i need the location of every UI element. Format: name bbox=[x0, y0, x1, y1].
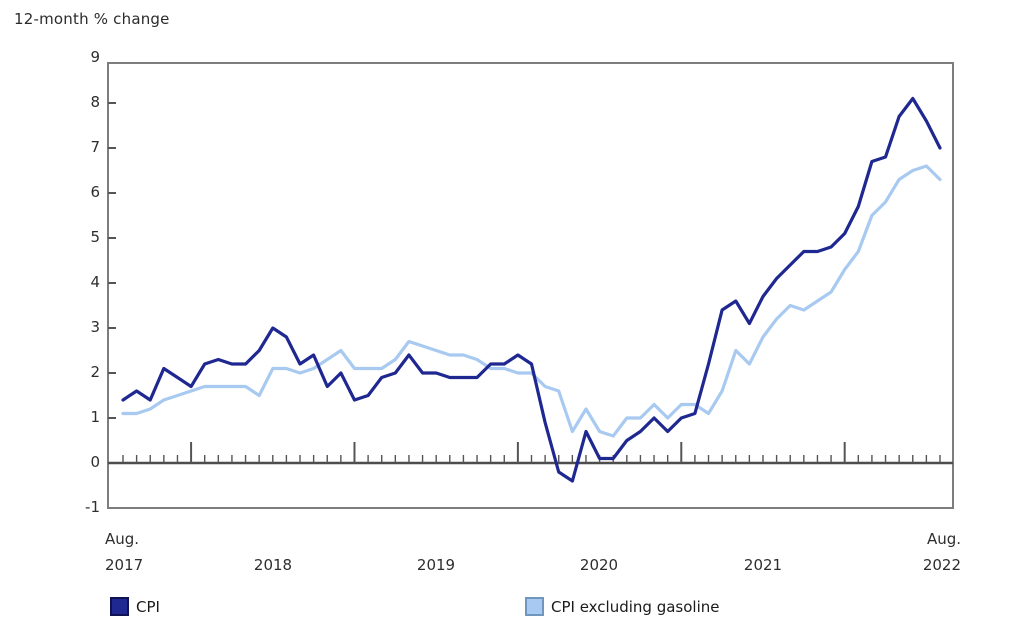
cpi-line bbox=[121, 96, 942, 483]
x-year-label: 2019 bbox=[416, 556, 456, 574]
y-tick-label: 7 bbox=[90, 138, 100, 156]
y-tick-label: 9 bbox=[90, 48, 100, 66]
y-tick-label: -1 bbox=[85, 498, 100, 516]
x-start-label-month: Aug. bbox=[105, 530, 140, 548]
cpi-swatch bbox=[110, 597, 129, 616]
cpi-excluding-gasoline-legend-label: CPI excluding gasoline bbox=[551, 597, 720, 616]
x-year-label: 2021 bbox=[743, 556, 783, 574]
legend: CPI CPI excluding gasoline bbox=[0, 595, 1024, 619]
x-year-label: 2018 bbox=[253, 556, 293, 574]
y-tick-label: 8 bbox=[90, 93, 100, 111]
legend-item-cpi-excluding-gasoline: CPI excluding gasoline bbox=[525, 597, 719, 616]
plot-frame bbox=[107, 62, 954, 509]
x-year-label: 2020 bbox=[579, 556, 619, 574]
y-tick-label: 2 bbox=[90, 363, 100, 381]
y-tick-label: 6 bbox=[90, 183, 100, 201]
cpi-legend-label: CPI bbox=[136, 597, 160, 616]
legend-item-cpi: CPI bbox=[110, 597, 160, 616]
y-tick-label: 4 bbox=[90, 273, 100, 291]
x-end-label-month: Aug. bbox=[926, 530, 961, 548]
y-tick-label: 3 bbox=[90, 318, 100, 336]
x-start-label-year: 2017 bbox=[105, 556, 144, 574]
x-end-label-year: 2022 bbox=[922, 556, 961, 574]
y-tick-label: 0 bbox=[90, 453, 100, 471]
y-tick-label: 5 bbox=[90, 228, 100, 246]
chart-title: 12-month % change bbox=[14, 10, 170, 28]
cpi-excluding-gasoline-swatch bbox=[525, 597, 544, 616]
y-tick-label: 1 bbox=[90, 408, 100, 426]
cpi-excluding-gasoline-line bbox=[121, 164, 942, 438]
